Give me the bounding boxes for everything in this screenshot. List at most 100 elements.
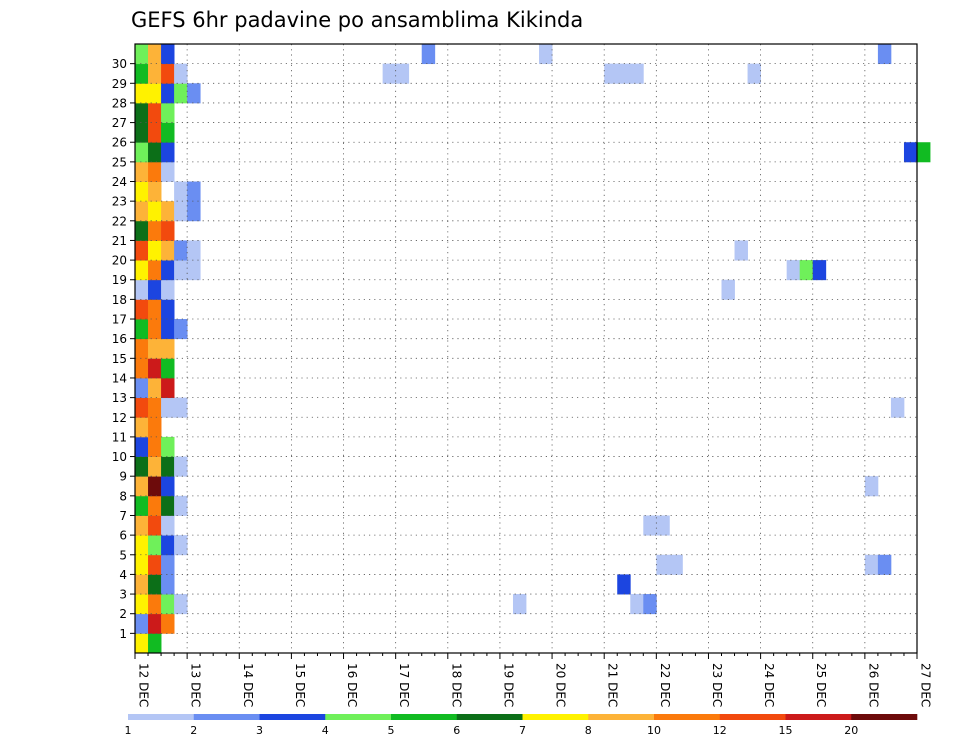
y-tick-label: 16 bbox=[112, 332, 127, 346]
legend-label: 8 bbox=[585, 724, 592, 737]
heatmap-cell bbox=[148, 181, 162, 202]
x-tick-label: 12 DEC bbox=[137, 663, 151, 707]
heatmap-cell bbox=[174, 63, 188, 84]
heatmap-cell bbox=[174, 240, 188, 261]
y-tick-label: 21 bbox=[112, 234, 127, 248]
x-tick-label: 27 DEC bbox=[919, 663, 933, 707]
x-tick-label: 21 DEC bbox=[606, 663, 620, 707]
x-tick-label: 20 DEC bbox=[554, 663, 568, 707]
legend-swatch bbox=[719, 714, 786, 720]
heatmap-cell bbox=[799, 260, 814, 281]
y-tick-label: 6 bbox=[119, 529, 127, 543]
heatmap-cell bbox=[161, 594, 175, 615]
heatmap-cell bbox=[161, 338, 175, 359]
heatmap-cell bbox=[135, 554, 149, 575]
y-tick-label: 19 bbox=[112, 273, 127, 287]
y-tick-label: 3 bbox=[119, 588, 127, 602]
heatmap-cell bbox=[135, 260, 149, 281]
heatmap-cell bbox=[135, 358, 149, 379]
heatmap-cell bbox=[161, 161, 175, 182]
legend-swatch bbox=[128, 714, 195, 720]
legend-swatch bbox=[193, 714, 260, 720]
heatmap-cell bbox=[174, 397, 188, 418]
heatmap-cell bbox=[135, 397, 149, 418]
heatmap-cell bbox=[148, 279, 162, 300]
heatmap-cell bbox=[135, 240, 149, 261]
y-tick-label: 27 bbox=[112, 116, 127, 130]
heatmap-cell bbox=[174, 83, 188, 104]
heatmap-cell bbox=[148, 319, 162, 340]
legend-label: 2 bbox=[190, 724, 197, 737]
heatmap-cell bbox=[161, 554, 175, 575]
y-tick-label: 30 bbox=[112, 57, 127, 71]
heatmap-cell bbox=[148, 201, 162, 222]
heatmap-cell bbox=[721, 279, 735, 300]
y-tick-label: 20 bbox=[112, 254, 127, 268]
heatmap-cell bbox=[617, 574, 631, 595]
heatmap-cell bbox=[903, 142, 918, 163]
heatmap-cell bbox=[161, 299, 175, 320]
x-tick-label: 19 DEC bbox=[501, 663, 515, 707]
heatmap-cell bbox=[161, 319, 175, 340]
x-tick-label: 14 DEC bbox=[241, 663, 255, 707]
y-tick-label: 22 bbox=[112, 214, 127, 228]
heatmap-cell bbox=[161, 102, 175, 123]
heatmap-cell bbox=[187, 181, 201, 202]
heatmap-cell bbox=[135, 279, 149, 300]
heatmap-cell bbox=[135, 299, 149, 320]
heatmap-cell bbox=[148, 417, 162, 438]
y-tick-label: 18 bbox=[112, 293, 127, 307]
heatmap-cell bbox=[161, 201, 175, 222]
x-axis-ticks: 12 DEC 13 DEC 14 DEC 15 DEC 16 DEC 17 DEC 18 D… bbox=[134, 653, 933, 707]
heatmap-cell bbox=[148, 102, 162, 123]
heatmap-cell bbox=[135, 161, 149, 182]
heatmap-cell bbox=[877, 44, 892, 65]
heatmap-cell bbox=[890, 397, 905, 418]
y-tick-label: 26 bbox=[112, 136, 127, 150]
heatmap-cell bbox=[148, 83, 162, 104]
legend-label: 7 bbox=[519, 724, 526, 737]
heatmap-cell bbox=[148, 142, 162, 163]
heatmap-cell bbox=[161, 122, 175, 143]
legend-label: 1 bbox=[125, 724, 132, 737]
y-tick-label: 12 bbox=[112, 411, 127, 425]
heatmap-cell bbox=[604, 63, 618, 84]
legend-swatch bbox=[391, 714, 458, 720]
heatmap-cell bbox=[161, 83, 175, 104]
heatmap-cell bbox=[135, 535, 149, 556]
heatmap-cells bbox=[135, 44, 931, 654]
legend-swatch bbox=[325, 714, 392, 720]
heatmap-cell bbox=[148, 260, 162, 281]
heatmap-cell bbox=[135, 338, 149, 359]
heatmap-cell bbox=[135, 495, 149, 516]
heatmap-cell bbox=[135, 319, 149, 340]
heatmap-cell bbox=[148, 535, 162, 556]
legend-label: 4 bbox=[322, 724, 329, 737]
heatmap-cell bbox=[512, 594, 527, 615]
legend-label: 15 bbox=[779, 724, 793, 737]
heatmap-cell bbox=[161, 397, 175, 418]
heatmap-cell bbox=[161, 495, 175, 516]
legend-swatch bbox=[851, 714, 918, 720]
heatmap-cell bbox=[734, 240, 748, 261]
heatmap-cell bbox=[539, 44, 553, 65]
heatmap-cell bbox=[161, 476, 175, 497]
heatmap-cell bbox=[161, 613, 175, 634]
heatmap-cell bbox=[864, 476, 879, 497]
legend-label: 12 bbox=[713, 724, 727, 737]
heatmap-cell bbox=[148, 613, 162, 634]
heatmap-cell bbox=[148, 397, 162, 418]
heatmap-cell bbox=[174, 594, 188, 615]
heatmap-cell bbox=[135, 122, 149, 143]
heatmap-cell bbox=[421, 44, 436, 65]
x-tick-label: 26 DEC bbox=[866, 663, 880, 707]
heatmap-cell bbox=[135, 44, 149, 65]
heatmap-cell bbox=[161, 63, 175, 84]
x-tick-label: 15 DEC bbox=[293, 663, 307, 707]
heatmap-cell bbox=[135, 220, 149, 241]
heatmap-cell bbox=[174, 181, 188, 202]
heatmap-cell bbox=[161, 260, 175, 281]
heatmap-cell bbox=[174, 201, 188, 222]
heatmap-cell bbox=[135, 613, 149, 634]
